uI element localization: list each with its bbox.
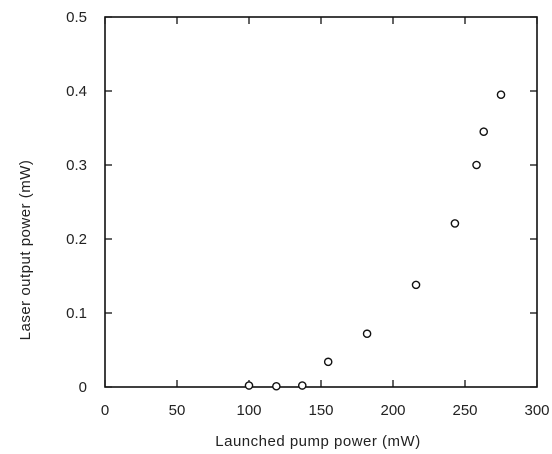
data-point: [297, 381, 307, 390]
y-tick-label: 0: [79, 379, 87, 396]
data-point: [479, 127, 489, 136]
data-point: [362, 329, 372, 339]
y-axis: 0 0.1 0.2 0.3 0.4 0.5: [66, 9, 537, 396]
data-point: [496, 90, 506, 99]
data-point: [272, 381, 281, 391]
data-point: [450, 219, 460, 228]
data-point: [323, 357, 333, 367]
y-tick-label: 0.4: [66, 83, 87, 100]
x-tick-label: 200: [380, 402, 405, 419]
y-axis-title: Laser output power (mW): [17, 160, 34, 341]
x-tick-label: 300: [524, 402, 549, 419]
x-tick-label: 150: [308, 402, 333, 419]
data-point: [244, 381, 254, 390]
y-tick-label: 0.5: [66, 9, 87, 26]
data-points: [244, 90, 506, 391]
x-tick-label: 100: [236, 402, 261, 419]
x-axis-title: Launched pump power (mW): [215, 433, 420, 450]
data-point: [472, 160, 481, 170]
plot-frame: [104, 16, 538, 388]
x-tick-label: 250: [452, 402, 477, 419]
plot-border: [104, 16, 538, 388]
y-tick-label: 0.3: [66, 157, 87, 174]
x-tick-label: 0: [101, 402, 109, 419]
x-axis: 0 50 100 150 200 250 300: [101, 17, 550, 419]
y-tick-label: 0.1: [66, 305, 87, 322]
x-tick-label: 50: [169, 402, 186, 419]
y-tick-label: 0.2: [66, 231, 87, 248]
data-point: [411, 280, 421, 290]
